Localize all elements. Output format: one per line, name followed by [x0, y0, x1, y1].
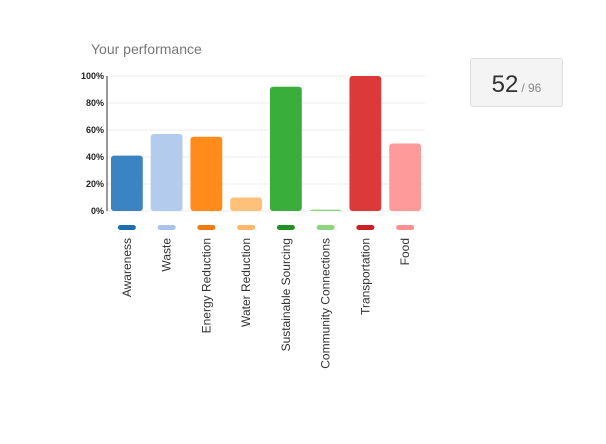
legend-marker: [157, 225, 176, 230]
legend-marker: [276, 225, 295, 230]
legend-marker: [316, 225, 335, 230]
x-tick-label: Community Connections: [319, 238, 333, 369]
bar-awareness: [110, 155, 143, 211]
y-tick-label: 100%: [81, 71, 104, 81]
score-total: / 96: [521, 81, 542, 95]
legend-marker: [197, 225, 216, 230]
bar-sustainable-sourcing: [269, 86, 302, 211]
bar-water-reduction: [230, 197, 263, 211]
panel-title: Your performance: [91, 41, 202, 57]
x-tick-label: Water Reduction: [239, 238, 253, 327]
x-tick-label: Energy Reduction: [199, 238, 213, 333]
legend-marker: [356, 225, 375, 230]
bar-food: [389, 143, 422, 211]
bar-transportation: [349, 76, 382, 211]
x-tick-label: Transportation: [358, 238, 372, 315]
y-tick-label: 60%: [86, 125, 104, 135]
x-tick-label: Sustainable Sourcing: [279, 238, 293, 351]
y-tick-label: 80%: [86, 98, 104, 108]
bar-waste: [150, 134, 183, 211]
legend-marker: [117, 225, 136, 230]
y-tick-label: 40%: [86, 152, 104, 162]
x-tick-label: Food: [398, 238, 412, 265]
y-tick-label: 20%: [86, 179, 104, 189]
bar-community-connections: [309, 209, 342, 211]
x-tick-label: Awareness: [120, 238, 134, 297]
y-tick-label: 0%: [91, 206, 104, 216]
x-tick-label: Waste: [160, 238, 174, 272]
legend-marker: [237, 225, 256, 230]
score-value: 52: [491, 71, 519, 98]
bar-energy-reduction: [190, 136, 223, 211]
legend-marker: [396, 225, 415, 230]
score-box: 52 / 96: [470, 58, 563, 107]
